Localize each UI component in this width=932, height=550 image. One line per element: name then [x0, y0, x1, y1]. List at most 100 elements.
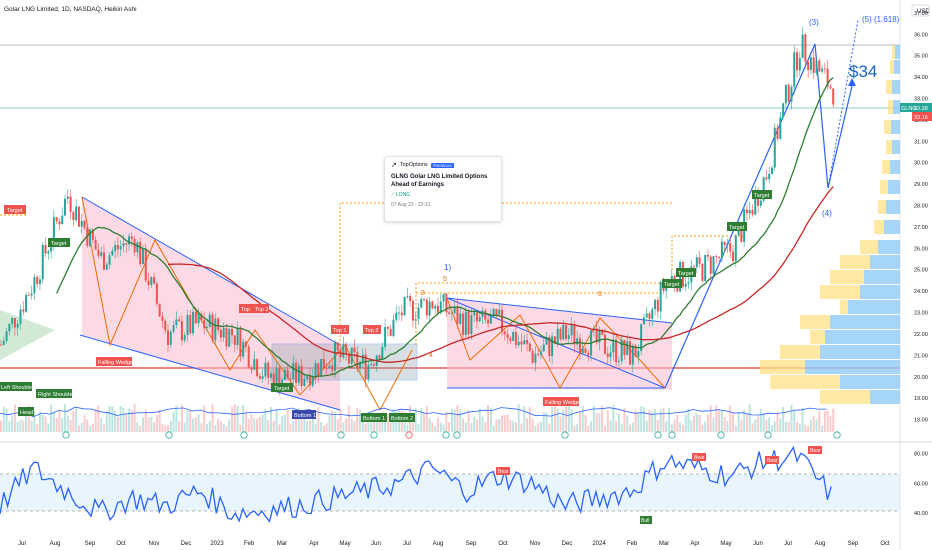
volume-bar — [52, 411, 55, 432]
time-tick-label: Dec — [181, 541, 192, 547]
candle-body — [796, 52, 799, 71]
candle-body — [459, 313, 462, 324]
volume-bar — [297, 408, 300, 432]
count-4-label: 4 — [429, 352, 433, 359]
volume-profile-bar-up — [880, 180, 888, 194]
volume-bar — [434, 425, 437, 432]
earnings-marker[interactable] — [62, 431, 70, 439]
candle-body — [217, 318, 220, 330]
volume-bar — [787, 422, 790, 432]
candle-body — [381, 346, 384, 360]
volume-profile-bar-down — [886, 200, 900, 214]
volume-bar — [743, 409, 746, 432]
candle-body — [782, 103, 785, 118]
candle-body — [200, 314, 203, 321]
volume-bar — [381, 412, 384, 432]
price-tick-label: 24.00 — [914, 289, 928, 295]
candle-body — [102, 252, 105, 270]
top-b-tag — [253, 304, 269, 313]
earnings-marker[interactable] — [833, 431, 841, 439]
earnings-marker[interactable] — [370, 431, 378, 439]
volume-bar — [5, 408, 8, 432]
candle-body — [445, 293, 448, 313]
price-tick-label: 35.00 — [914, 54, 928, 60]
candle-body — [231, 328, 234, 336]
price-tick-label: 23.00 — [914, 311, 928, 317]
volume-bar — [598, 413, 601, 432]
candle-body — [648, 313, 651, 319]
volume-bar — [584, 414, 587, 432]
candle-body — [609, 352, 612, 357]
candle-body — [27, 294, 30, 296]
volume-bar — [534, 425, 537, 432]
earnings-marker[interactable] — [668, 431, 676, 439]
earnings-marker[interactable] — [764, 431, 772, 439]
time-axis: Jul Aug Sep Oct Nov Dec 2023 Feb Mar Apr May Jun Jul… — [18, 541, 890, 547]
idea-date: 07 Aug 23 - 22:31 — [391, 202, 431, 208]
top-1-text: Top 1 — [333, 328, 346, 334]
volume-bar — [0, 420, 2, 432]
volume-bar — [141, 417, 144, 432]
candle-body — [33, 277, 36, 294]
candle-body — [712, 256, 715, 274]
volume-bar — [189, 410, 192, 432]
candle-body — [336, 342, 339, 351]
volume-bar — [425, 406, 428, 432]
candle-body — [297, 365, 300, 383]
candle-body — [122, 243, 125, 247]
volume-bar — [673, 419, 676, 432]
volume-bar — [464, 422, 467, 432]
candle-body — [178, 319, 181, 322]
candle-body — [587, 352, 590, 356]
volume-bar — [406, 424, 409, 432]
volume-bar — [264, 409, 267, 432]
candle-body — [826, 68, 829, 87]
earnings-marker[interactable] — [337, 431, 345, 439]
volume-profile-bar-up — [820, 285, 860, 299]
idea-card[interactable]: ↗ TopOptions PREMIUM GLNG Golar LNG Limi… — [384, 156, 502, 222]
earnings-marker[interactable] — [165, 431, 173, 439]
currency-box[interactable] — [911, 4, 930, 17]
candle-body — [311, 376, 314, 386]
falling-wedge-1-tag — [96, 357, 132, 366]
earnings-marker[interactable] — [561, 431, 569, 439]
candle-body — [0, 344, 2, 346]
candle-body — [612, 339, 615, 353]
candle-body — [386, 327, 389, 329]
candle-body — [829, 86, 832, 89]
earnings-marker[interactable] — [654, 431, 662, 439]
candle-body — [701, 263, 704, 281]
time-tick-label: Dec — [562, 541, 573, 547]
earnings-marker[interactable] — [240, 431, 248, 439]
candle-body — [754, 193, 757, 215]
wave-4-label: (4) — [822, 209, 832, 218]
earnings-marker[interactable] — [453, 431, 461, 439]
idea-title[interactable]: GLNG Golar LNG Limited Options Ahead of … — [391, 174, 488, 188]
candle-body — [267, 362, 270, 378]
candle-body — [634, 345, 637, 357]
volume-bar — [537, 422, 540, 432]
volume-bar — [261, 414, 264, 432]
candle-body — [278, 368, 281, 389]
volume-bar — [726, 420, 729, 432]
earnings-marker[interactable] — [405, 431, 413, 439]
rsi-tick-label: 60.00 — [914, 481, 928, 487]
volume-bar — [164, 425, 167, 432]
volume-bar — [414, 408, 417, 432]
time-tick-label: 2024 — [592, 541, 606, 547]
earnings-marker[interactable] — [442, 431, 450, 439]
time-tick-label: Aug — [50, 541, 61, 547]
volume-bar — [718, 408, 721, 432]
volume-bar — [108, 406, 111, 432]
candle-body — [83, 220, 86, 228]
candle-body — [175, 319, 178, 326]
candle-body — [2, 340, 5, 345]
volume-bar — [436, 417, 439, 432]
last-price-tag — [900, 103, 932, 112]
earnings-marker[interactable] — [717, 431, 725, 439]
candle-body — [420, 298, 423, 308]
candle-body — [64, 198, 67, 216]
volume-bar — [467, 410, 470, 432]
trend-icon: ↗ — [391, 162, 397, 169]
volume-bar — [102, 424, 105, 432]
